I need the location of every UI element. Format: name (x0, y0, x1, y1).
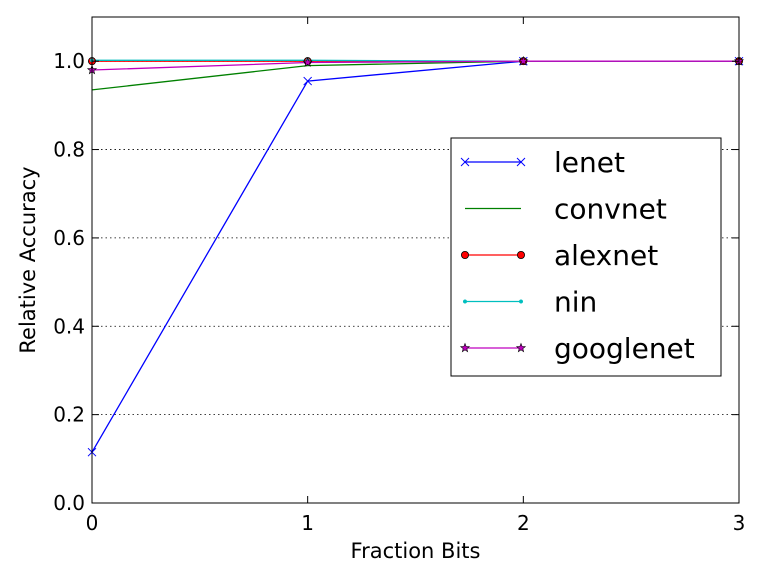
x-tick-label: 3 (733, 511, 746, 535)
legend-label-googlenet: googlenet (554, 332, 695, 365)
legend-label-alexnet: alexnet (554, 239, 658, 272)
y-tick-label: 0.0 (53, 491, 85, 515)
y-tick-label: 0.2 (53, 403, 85, 427)
legend-marker-nin (518, 299, 524, 304)
axis-ticks: 0.0 0.2 0.4 0.6 0.8 1.0 0 1 2 3 (53, 17, 745, 535)
data-point-lenet (303, 76, 313, 86)
y-tick-label: 0.6 (53, 226, 85, 250)
y-tick-label: 0.8 (53, 138, 85, 162)
legend-marker-nin (462, 299, 468, 304)
legend-marker-googlenet (515, 342, 527, 353)
legend-label-convnet: convnet (554, 193, 667, 226)
legend-marker-googlenet (459, 342, 471, 353)
series-lines (92, 59, 739, 453)
legend-marker-lenet (516, 157, 526, 167)
legend-label-lenet: lenet (554, 146, 625, 179)
y-tick-label: 0.4 (53, 314, 85, 338)
x-tick-label: 2 (517, 511, 530, 535)
x-axis-label: Fraction Bits (351, 539, 481, 563)
legend-box (450, 137, 722, 377)
y-axis-label: Relative Accuracy (16, 166, 40, 353)
data-point-googlenet (302, 57, 313, 67)
x-tick-label: 1 (301, 511, 314, 535)
series-line-googlenet (92, 60, 739, 71)
data-point-googlenet (518, 55, 529, 66)
marker-stroke (303, 76, 313, 86)
legend-label-nin: nin (554, 286, 597, 319)
legend-marker-alexnet (460, 250, 469, 259)
legend: lenet convnet alexnet nin googlenet (450, 137, 722, 377)
y-tick-label: 1.0 (53, 49, 85, 73)
x-tick-label: 0 (86, 511, 99, 535)
legend-marker-lenet (460, 157, 470, 167)
marker-stroke (460, 157, 470, 167)
marker-stroke (516, 157, 526, 167)
plot-frame (91, 16, 740, 504)
legend-marker-alexnet (517, 250, 526, 259)
series-markers (86, 55, 745, 457)
